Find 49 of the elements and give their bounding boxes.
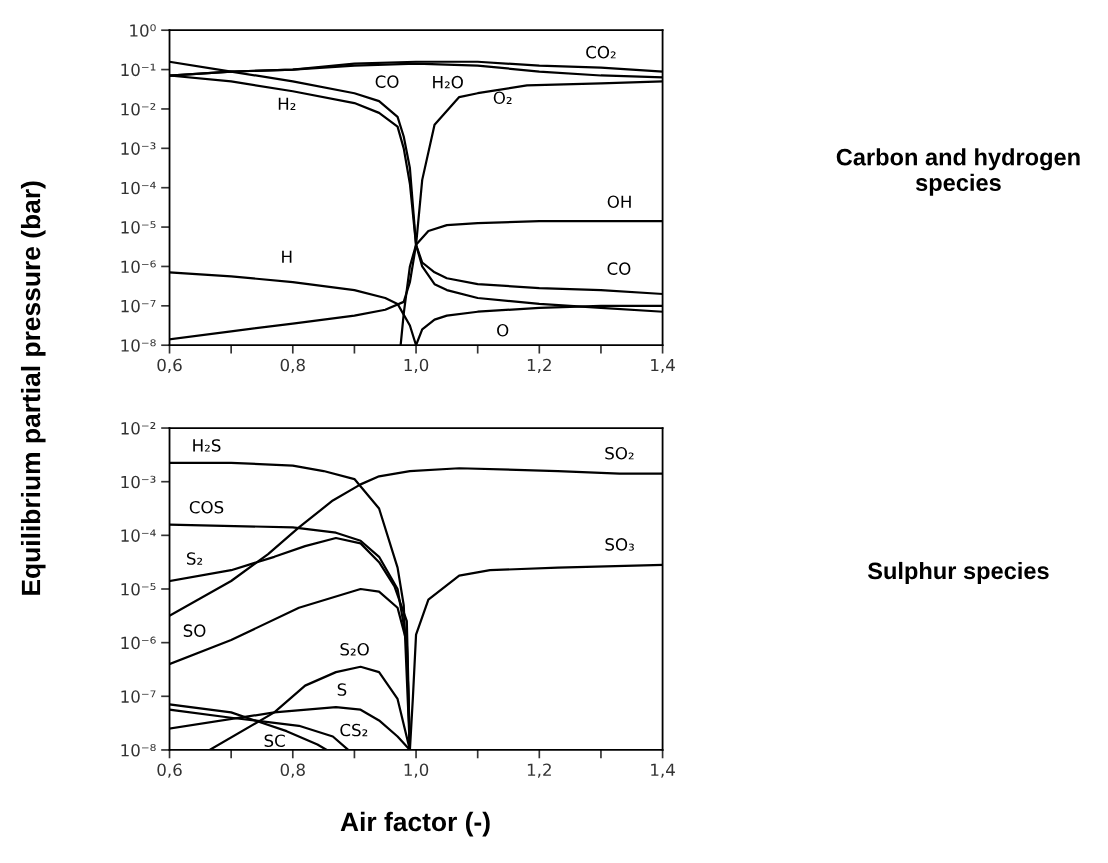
y-tick-label: 10⁻⁷ <box>121 299 156 313</box>
annotation: SC <box>264 734 285 747</box>
annotation: SO₂ <box>605 446 634 460</box>
y-tick-label: 10⁻⁵ <box>121 221 156 234</box>
x-tick-label: 1,0 <box>404 358 429 373</box>
y-tick-label: 10⁻⁸ <box>121 339 156 352</box>
y-tick-label: 10⁻³ <box>121 142 156 155</box>
y-tick-label: 10⁻² <box>121 422 156 435</box>
annotation: OH <box>607 195 631 209</box>
y-tick-label: 10⁻⁶ <box>121 636 156 650</box>
annotation: S₂O <box>340 643 369 656</box>
x-tick-label: 1,2 <box>527 358 551 373</box>
x-tick-label: 0,6 <box>157 358 182 373</box>
x-tick-label: 1,4 <box>651 763 675 778</box>
x-tick-label: 1,4 <box>651 358 675 373</box>
y-tick-label: 10⁻⁷ <box>121 690 156 703</box>
annotation: O₂ <box>493 91 512 105</box>
annotation: H₂ <box>278 97 296 110</box>
annotation: CS₂ <box>340 723 368 737</box>
y-tick-label: 10⁻⁴ <box>121 529 156 542</box>
y-axis-title: Equilibrium partial pressure (bar) <box>20 181 46 595</box>
y-tick-label: 10⁻² <box>121 102 156 116</box>
x-tick-label: 0,8 <box>280 763 305 778</box>
x-axis-title: Air factor (-) <box>340 811 490 837</box>
annotation: H₂S <box>193 439 221 452</box>
x-tick-label: 0,8 <box>280 358 305 373</box>
x-tick-label: 1,2 <box>527 763 551 778</box>
text: Sulphur species <box>867 561 1049 584</box>
annotation: COS <box>189 500 224 514</box>
annotation: CO <box>607 262 631 275</box>
annotation: S <box>337 683 347 696</box>
text: Carbon and hydrogen species <box>836 148 1080 196</box>
annotation: CO <box>375 75 399 88</box>
y-tick-label: 10⁻⁸ <box>121 743 156 757</box>
annotation: SO <box>183 624 206 637</box>
annotation: CO₂ <box>586 45 616 59</box>
x-tick-label: 0,6 <box>157 763 182 778</box>
y-tick-label: 10⁻³ <box>121 475 156 489</box>
y-tick-label: 10⁻⁶ <box>121 260 156 274</box>
annotation: S₂ <box>186 552 203 565</box>
annotation: SO₃ <box>605 538 634 551</box>
y-tick-label: 10⁰ <box>130 24 156 37</box>
y-tick-label: 10⁻¹ <box>121 63 156 77</box>
annotation: H <box>282 250 292 263</box>
y-tick-label: 10⁻⁵ <box>121 582 156 596</box>
y-tick-label: 10⁻⁴ <box>121 181 156 195</box>
annotation: H₂O <box>433 75 463 89</box>
x-tick-label: 1,0 <box>404 763 429 778</box>
annotation: O <box>497 323 509 337</box>
